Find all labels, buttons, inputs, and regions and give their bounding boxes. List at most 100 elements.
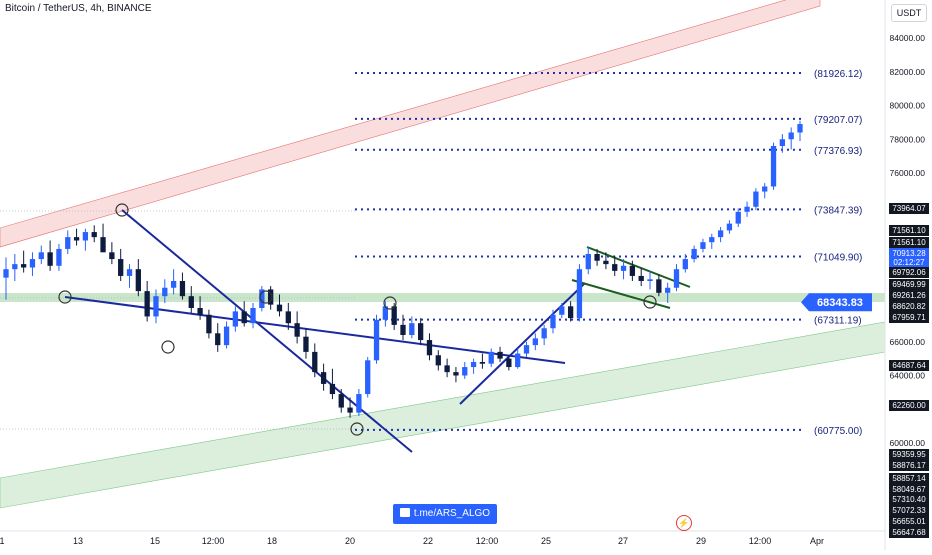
- candle-body: [726, 223, 733, 231]
- price-badge-label: 02:12:27: [893, 258, 925, 267]
- x-tick-label: 12:00: [202, 536, 225, 546]
- promo-label: t.me/ARS_ALGO: [413, 508, 491, 519]
- price-badge-label: 69792.06: [892, 268, 926, 277]
- x-tick-label: 15: [150, 536, 160, 546]
- candle-body: [709, 237, 715, 243]
- pivot-circle: [161, 340, 175, 354]
- candle-body: [188, 296, 194, 308]
- candle-body: [470, 362, 477, 368]
- y-tick-label: 84000.00: [890, 33, 926, 43]
- candle-body: [118, 259, 124, 276]
- price-badge-label: 58049.67: [892, 485, 926, 494]
- candle-body: [135, 269, 141, 292]
- x-tick-label: 13: [73, 536, 83, 546]
- candle-body: [338, 394, 344, 408]
- candle-body: [417, 323, 424, 341]
- price-badge-label: 68620.82: [892, 302, 926, 311]
- candle-body: [162, 287, 168, 297]
- candle-body: [488, 351, 494, 364]
- price-badge-label: 71561.10: [892, 238, 926, 247]
- candle-body: [426, 340, 433, 356]
- trend-line: [121, 209, 413, 453]
- candle-body: [373, 319, 380, 361]
- candle-body: [241, 311, 247, 324]
- candle-body: [20, 264, 27, 268]
- price-badge-bg: [889, 301, 929, 312]
- pivot-circle: [115, 203, 129, 217]
- price-badge-label: 67959.71: [892, 313, 926, 322]
- price-badge-bg: [889, 248, 929, 259]
- candle-body: [647, 279, 653, 281]
- price-badge-bg: [889, 449, 929, 460]
- candle-body: [479, 362, 486, 364]
- y-tick-label: 60000.00: [890, 438, 926, 448]
- candle-body: [629, 265, 636, 276]
- symbol-title: Bitcoin / TetherUS, 4h, BINANCE: [5, 3, 152, 14]
- price-badge-bg: [889, 460, 929, 471]
- y-tick-label: 64000.00: [890, 371, 926, 381]
- price-badge-bg: [889, 279, 929, 290]
- price-badge-bg: [889, 400, 929, 411]
- price-badge-label: 56655.01: [892, 517, 926, 526]
- candle-body: [523, 345, 530, 354]
- price-level-label: (60775.00): [814, 426, 862, 437]
- price-level-label: (71049.90): [814, 253, 862, 264]
- candle-body: [717, 230, 724, 238]
- price-badge-bg: [889, 360, 929, 371]
- candle-body: [65, 237, 71, 249]
- trend-line: [459, 282, 586, 405]
- candle-body: [276, 304, 283, 312]
- green-channel-band: [0, 321, 886, 509]
- promo-button[interactable]: t.me/ARS_ALGO: [393, 504, 497, 524]
- candle-body: [788, 132, 794, 140]
- candle-body: [444, 365, 450, 373]
- pivot-circles: [58, 203, 657, 436]
- pivot-circle: [58, 290, 72, 304]
- candle-body: [320, 372, 327, 384]
- x-tick-label: 12:00: [749, 536, 772, 546]
- x-tick-label: 27: [618, 536, 628, 546]
- candle-body: [56, 248, 62, 266]
- red-channel-band: [0, 0, 821, 248]
- lightning-icon[interactable]: ⚡: [676, 515, 692, 531]
- candle-body: [232, 311, 239, 327]
- candle-body: [620, 265, 627, 271]
- currency-selector[interactable]: USDT: [891, 4, 927, 22]
- price-badge-label: 64687.64: [892, 361, 926, 370]
- candle-body: [762, 186, 768, 192]
- candle-body: [294, 323, 300, 337]
- price-badge-bg: [889, 505, 929, 516]
- candle-body: [753, 191, 759, 207]
- price-badge-bg: [889, 473, 929, 484]
- candle-body: [268, 289, 274, 305]
- price-badge-label: 57310.40: [892, 495, 926, 504]
- candle-body: [506, 358, 512, 368]
- support-zone: [0, 293, 885, 302]
- price-level-label: (77376.93): [814, 146, 862, 157]
- trendlines: [64, 209, 691, 453]
- candle-body: [356, 394, 362, 413]
- candle-body: [585, 254, 591, 270]
- candle-body: [126, 269, 133, 276]
- candle-body: [638, 275, 644, 281]
- price-badge-bg: [889, 225, 929, 236]
- candle-body: [391, 306, 397, 325]
- fib-levels: (81926.12) (79207.07) (77376.93) (73847.39)…: [0, 69, 862, 437]
- candle-body: [700, 242, 706, 249]
- candle-body: [594, 254, 600, 261]
- candle-body: [559, 306, 565, 315]
- candle-body: [179, 281, 186, 297]
- x-tick-label: Apr: [810, 536, 824, 546]
- price-badge-bg: [889, 203, 929, 214]
- price-badge-bg: [889, 312, 929, 323]
- candle-body: [779, 139, 786, 146]
- channel-bands: [0, 0, 886, 509]
- price-badge-bg: [889, 494, 929, 505]
- price-badge-bg: [889, 267, 929, 278]
- x-tick-label: 29: [696, 536, 706, 546]
- candle-body: [735, 211, 741, 224]
- candle-body: [347, 407, 353, 413]
- price-badge-label: 62260.00: [892, 401, 926, 410]
